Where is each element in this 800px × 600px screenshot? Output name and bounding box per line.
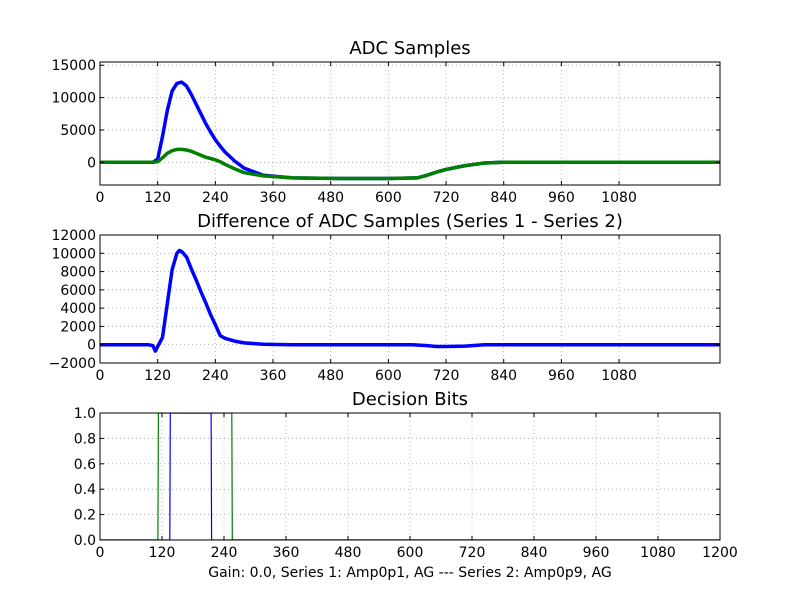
- decision-bits-panel: 0 120 240 360 480 600 720 840 960 1080 1200 0.0 0.2 0…: [74, 389, 738, 561]
- axes-frame: [99, 61, 721, 186]
- x-tick-label: 360: [273, 545, 300, 561]
- x-tick-label: 120: [144, 190, 171, 206]
- x-tick-label: 840: [490, 368, 517, 384]
- y-tick-label: 6000: [60, 283, 96, 299]
- x-tick-label: 960: [548, 368, 575, 384]
- y-tick-label: 4000: [60, 301, 96, 317]
- x-tick-label: 840: [490, 190, 517, 206]
- x-tick-label: 1200: [702, 545, 738, 561]
- x-tick-label: 720: [433, 190, 460, 206]
- y-tick-label: 12000: [51, 228, 96, 244]
- x-tick-label: 240: [202, 368, 229, 384]
- y-tick-label: 5000: [60, 123, 96, 139]
- x-tick-label: 1080: [601, 190, 637, 206]
- chart-title: Decision Bits: [352, 389, 468, 410]
- x-tick-label: 960: [548, 190, 575, 206]
- x-tick-label: 960: [583, 545, 610, 561]
- x-tick-label: 240: [211, 545, 238, 561]
- x-tick-label: 360: [260, 190, 287, 206]
- figure-xlabel: Gain: 0.0, Series 1: Amp0p1, AG --- Seri…: [208, 565, 612, 581]
- series-line-2: [100, 413, 720, 540]
- y-tick-label: 2000: [60, 319, 96, 335]
- x-tick-label: 240: [202, 190, 229, 206]
- x-tick-label: 1080: [640, 545, 676, 561]
- x-tick-label: 720: [433, 368, 460, 384]
- adc-samples-panel: 0 120 240 360 480 600 720 840 960 1080 0 5000 10000 1…: [51, 38, 721, 206]
- x-tick-label: 600: [397, 545, 424, 561]
- y-tick-label: 0: [87, 338, 96, 354]
- x-tick-label: 120: [144, 368, 171, 384]
- x-tick-label: 0: [96, 190, 105, 206]
- y-tick-label: 8000: [60, 265, 96, 281]
- x-tick-label: 360: [260, 368, 287, 384]
- y-tick-label: 10000: [51, 91, 96, 107]
- y-tick-label: 0.6: [74, 457, 96, 473]
- y-tick-label: 0.8: [74, 431, 96, 447]
- x-tick-label: 600: [375, 368, 402, 384]
- y-tick-label: 0: [87, 155, 96, 171]
- y-tick-label: 0.0: [74, 533, 96, 549]
- y-tick-label: 15000: [51, 58, 96, 74]
- x-tick-label: 0: [96, 368, 105, 384]
- x-tick-label: 600: [375, 190, 402, 206]
- y-tick-label: 0.4: [74, 482, 96, 498]
- y-tick-label: −2000: [49, 356, 96, 372]
- series-line-2: [100, 147, 720, 181]
- chart-title: ADC Samples: [349, 38, 470, 59]
- x-tick-label: 720: [459, 545, 486, 561]
- y-tick-label: 10000: [51, 246, 96, 262]
- x-tick-label: 480: [317, 190, 344, 206]
- chart-title: Difference of ADC Samples (Series 1 - Se…: [197, 211, 623, 232]
- axes-frame: [99, 234, 721, 364]
- x-tick-label: 120: [149, 545, 176, 561]
- x-tick-label: 0: [96, 545, 105, 561]
- series-line-1: [100, 248, 720, 353]
- axes-frame: [99, 412, 721, 541]
- difference-panel: 0 120 240 360 480 600 720 840 960 1080−2000020004…: [49, 211, 721, 384]
- y-tick-label: 0.2: [74, 508, 96, 524]
- y-tick-label: 1.0: [74, 406, 96, 422]
- series-line-1: [100, 413, 720, 540]
- x-tick-label: 480: [317, 368, 344, 384]
- x-tick-label: 1080: [601, 368, 637, 384]
- x-tick-label: 840: [521, 545, 548, 561]
- x-tick-label: 480: [335, 545, 362, 561]
